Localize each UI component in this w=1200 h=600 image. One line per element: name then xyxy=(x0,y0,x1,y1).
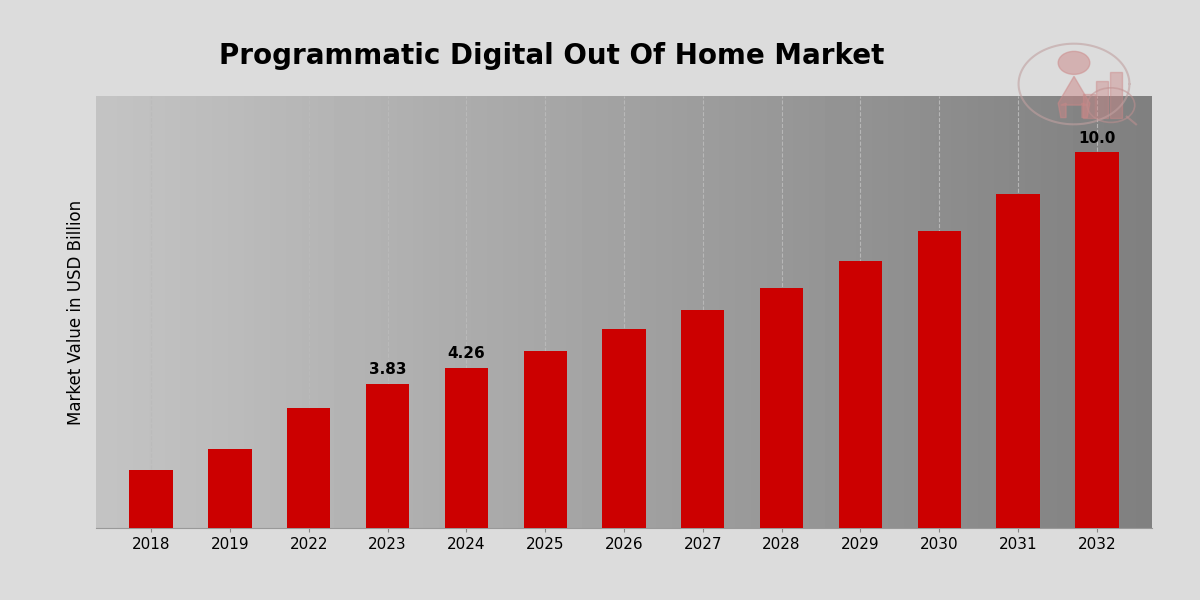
Bar xyxy=(287,408,330,528)
Bar xyxy=(1097,81,1109,118)
Bar xyxy=(918,231,961,528)
Bar xyxy=(1075,152,1118,528)
Bar xyxy=(445,368,488,528)
Bar xyxy=(760,287,803,528)
Polygon shape xyxy=(1058,76,1090,118)
Bar xyxy=(602,329,646,528)
Text: 4.26: 4.26 xyxy=(448,346,485,361)
Bar xyxy=(523,350,566,528)
Text: Programmatic Digital Out Of Home Market: Programmatic Digital Out Of Home Market xyxy=(220,42,884,70)
Circle shape xyxy=(1058,52,1090,74)
Bar xyxy=(1110,71,1122,118)
Text: 10.0: 10.0 xyxy=(1078,131,1116,146)
Bar xyxy=(209,449,252,528)
Text: 3.83: 3.83 xyxy=(368,362,407,377)
Bar xyxy=(1084,94,1096,118)
Bar xyxy=(130,470,173,528)
Y-axis label: Market Value in USD Billion: Market Value in USD Billion xyxy=(67,199,85,425)
Bar xyxy=(366,384,409,528)
Bar xyxy=(839,261,882,528)
Bar xyxy=(996,194,1039,528)
Bar xyxy=(682,310,725,528)
